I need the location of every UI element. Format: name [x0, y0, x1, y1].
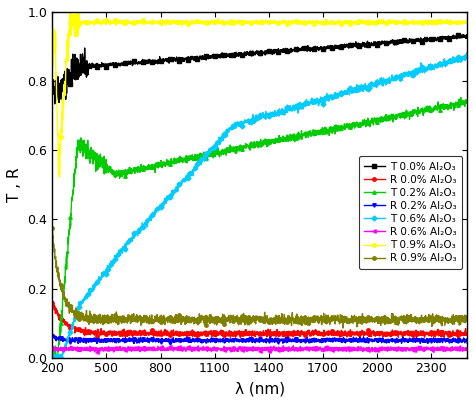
R 0.2% Al₂O₃ — [49, 334, 55, 339]
T 0.0% Al₂O₃ — [191, 55, 197, 60]
T 0.9% Al₂O₃ — [108, 20, 113, 25]
T 0.6% Al₂O₃ — [108, 264, 113, 268]
R 0.0% Al₂O₃ — [49, 300, 55, 305]
Line: R 0.6% Al₂O₃: R 0.6% Al₂O₃ — [51, 344, 469, 354]
R 0.9% Al₂O₃ — [397, 317, 402, 322]
T 0.9% Al₂O₃ — [68, 10, 74, 15]
T 0.0% Al₂O₃ — [108, 62, 113, 66]
R 0.2% Al₂O₃ — [282, 338, 287, 343]
R 0.6% Al₂O₃ — [368, 348, 374, 353]
T 0.2% Al₂O₃ — [397, 111, 402, 116]
T 0.0% Al₂O₃ — [49, 85, 55, 90]
Line: T 0.0% Al₂O₃: T 0.0% Al₂O₃ — [51, 33, 469, 106]
T 0.9% Al₂O₃ — [49, 50, 55, 55]
T 0.2% Al₂O₃ — [282, 137, 287, 142]
R 0.2% Al₂O₃ — [418, 341, 423, 346]
R 0.0% Al₂O₃ — [464, 333, 470, 338]
Line: R 0.0% Al₂O₃: R 0.0% Al₂O₃ — [51, 299, 469, 339]
R 0.6% Al₂O₃ — [49, 347, 55, 352]
R 0.9% Al₂O₃ — [272, 319, 278, 324]
T 0.0% Al₂O₃ — [368, 42, 374, 47]
R 0.9% Al₂O₃ — [368, 315, 374, 320]
R 0.6% Al₂O₃ — [191, 347, 197, 351]
R 0.9% Al₂O₃ — [464, 314, 470, 319]
Line: T 0.2% Al₂O₃: T 0.2% Al₂O₃ — [51, 96, 469, 359]
R 0.2% Al₂O₃ — [108, 339, 113, 344]
R 0.9% Al₂O₃ — [191, 319, 197, 324]
R 0.9% Al₂O₃ — [49, 225, 55, 230]
R 0.6% Al₂O₃ — [272, 348, 278, 353]
Line: T 0.9% Al₂O₃: T 0.9% Al₂O₃ — [51, 10, 469, 179]
T 0.6% Al₂O₃ — [282, 112, 287, 117]
R 0.2% Al₂O₃ — [464, 341, 470, 345]
R 0.6% Al₂O₃ — [431, 350, 437, 355]
R 0.0% Al₂O₃ — [282, 332, 287, 337]
R 0.6% Al₂O₃ — [397, 346, 402, 351]
R 0.2% Al₂O₃ — [368, 337, 374, 342]
R 0.2% Al₂O₃ — [191, 337, 197, 342]
T 0.0% Al₂O₃ — [272, 48, 278, 52]
R 0.6% Al₂O₃ — [281, 347, 287, 352]
T 0.9% Al₂O₃ — [368, 20, 374, 25]
R 0.9% Al₂O₃ — [281, 320, 287, 325]
T 0.2% Al₂O₃ — [108, 164, 113, 169]
T 0.9% Al₂O₃ — [282, 19, 287, 24]
T 0.6% Al₂O₃ — [191, 166, 197, 171]
T 0.6% Al₂O₃ — [272, 109, 278, 114]
T 0.6% Al₂O₃ — [50, 355, 55, 360]
R 0.0% Al₂O₃ — [285, 335, 291, 340]
R 0.6% Al₂O₃ — [107, 347, 113, 351]
R 0.0% Al₂O₃ — [108, 330, 113, 335]
Line: R 0.9% Al₂O₃: R 0.9% Al₂O₃ — [51, 226, 469, 330]
T 0.6% Al₂O₃ — [397, 74, 402, 79]
R 0.0% Al₂O₃ — [272, 332, 278, 337]
T 0.9% Al₂O₃ — [397, 21, 402, 25]
T 0.2% Al₂O₃ — [368, 118, 374, 123]
T 0.0% Al₂O₃ — [397, 41, 402, 46]
R 0.0% Al₂O₃ — [397, 330, 402, 335]
Y-axis label: T , R: T , R — [7, 168, 22, 202]
R 0.0% Al₂O₃ — [50, 299, 55, 303]
R 0.9% Al₂O₃ — [340, 326, 346, 330]
R 0.6% Al₂O₃ — [464, 346, 470, 351]
Line: T 0.6% Al₂O₃: T 0.6% Al₂O₃ — [51, 51, 469, 359]
T 0.9% Al₂O₃ — [464, 19, 470, 23]
T 0.0% Al₂O₃ — [52, 102, 57, 106]
T 0.6% Al₂O₃ — [49, 355, 55, 360]
Line: R 0.2% Al₂O₃: R 0.2% Al₂O₃ — [51, 333, 469, 345]
R 0.2% Al₂O₃ — [50, 333, 56, 338]
T 0.9% Al₂O₃ — [191, 20, 197, 25]
T 0.2% Al₂O₃ — [464, 100, 470, 105]
T 0.6% Al₂O₃ — [368, 80, 374, 85]
T 0.0% Al₂O₃ — [282, 49, 287, 54]
R 0.6% Al₂O₃ — [291, 343, 296, 348]
X-axis label: λ (nm): λ (nm) — [235, 381, 285, 396]
T 0.0% Al₂O₃ — [460, 32, 466, 37]
T 0.2% Al₂O₃ — [458, 95, 464, 100]
T 0.9% Al₂O₃ — [273, 21, 278, 26]
T 0.2% Al₂O₃ — [49, 351, 55, 356]
R 0.9% Al₂O₃ — [107, 314, 113, 319]
T 0.6% Al₂O₃ — [464, 54, 470, 58]
R 0.0% Al₂O₃ — [368, 328, 374, 333]
R 0.2% Al₂O₃ — [397, 337, 402, 342]
T 0.2% Al₂O₃ — [191, 156, 197, 160]
T 0.2% Al₂O₃ — [272, 138, 278, 143]
R 0.0% Al₂O₃ — [191, 331, 197, 336]
T 0.2% Al₂O₃ — [50, 355, 56, 360]
R 0.2% Al₂O₃ — [272, 338, 278, 343]
T 0.9% Al₂O₃ — [57, 175, 63, 180]
T 0.0% Al₂O₃ — [464, 32, 470, 37]
Legend: T 0.0% Al₂O₃, R 0.0% Al₂O₃, T 0.2% Al₂O₃, R 0.2% Al₂O₃, T 0.6% Al₂O₃, R 0.6% Al₂: T 0.0% Al₂O₃, R 0.0% Al₂O₃, T 0.2% Al₂O₃… — [359, 156, 462, 268]
T 0.6% Al₂O₃ — [464, 50, 470, 55]
